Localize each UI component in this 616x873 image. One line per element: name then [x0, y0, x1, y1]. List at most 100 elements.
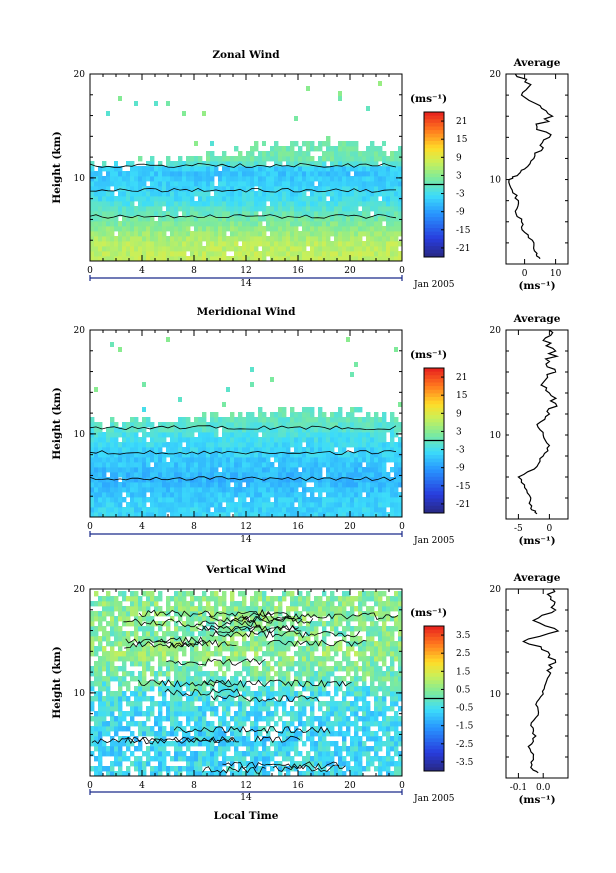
average-line	[508, 73, 554, 260]
average-profile: Average 10 20 -0.1 0.0(ms⁻¹)	[490, 572, 569, 806]
colorbar-tick-label: -1.5	[456, 722, 474, 732]
average-y-tick-label: 10	[490, 690, 502, 700]
day-axis: 14 Jan 2005	[89, 789, 455, 804]
x-tick-label: 0	[87, 781, 93, 791]
y-axis-label: Height (km)	[51, 646, 63, 718]
x-tick-label: 20	[344, 522, 356, 532]
average-x-tick-label: -0.1	[510, 783, 527, 793]
colorbar-unit: (ms⁻¹)	[410, 607, 447, 619]
colorbar-tick-label: -15	[456, 482, 471, 492]
panel-title: Zonal Wind	[212, 49, 280, 61]
x-tick-label: 20	[344, 781, 356, 791]
day-axis: 14 Jan 2005	[89, 531, 455, 546]
x-tick-label: 8	[191, 522, 197, 532]
colorbar-tick-label: -2.5	[456, 740, 474, 750]
average-x-tick-label: 0	[547, 524, 553, 534]
average-title: Average	[513, 313, 561, 325]
y-tick-label: 10	[74, 430, 86, 440]
average-x-tick-label: 0.0	[536, 783, 551, 793]
average-title: Average	[513, 57, 561, 69]
y-tick-label: 20	[74, 585, 86, 595]
x-tick-label: 8	[191, 781, 197, 791]
colorbar-tick-label: 15	[456, 135, 468, 145]
x-tick-label: 4	[139, 266, 145, 276]
colorbar-tick-label: 0.5	[456, 685, 471, 695]
x-tick-label: 0	[87, 522, 93, 532]
contour-lines	[89, 163, 397, 219]
x-axis: 0 4 8 12 16 20 0	[87, 74, 405, 276]
colorbar: (ms⁻¹) 21 15 9 3 -3 -9 -15 -21	[410, 349, 471, 514]
average-y-tick-label: 20	[490, 326, 502, 336]
x-tick-label: 12	[240, 266, 251, 276]
colorbar-tick-label: -9	[456, 208, 465, 218]
day-label: 14	[240, 535, 252, 545]
colorbar-tick-label: 9	[456, 409, 462, 419]
average-x-tick-label: 10	[550, 269, 562, 279]
y-axis: 10 20 Height (km)	[51, 70, 402, 262]
panel-title: Vertical Wind	[205, 564, 286, 576]
x-tick-label: 0	[87, 266, 93, 276]
x-tick-label: 20	[344, 266, 356, 276]
average-x-label: (ms⁻¹)	[518, 535, 555, 547]
colorbar-tick-label: 21	[456, 373, 467, 383]
x-tick-label: 16	[292, 522, 304, 532]
x-axis: 0 4 8 12 16 20 0	[87, 589, 405, 791]
colorbar: (ms⁻¹) 21 15 9 3 -3 -9 -15 -21	[410, 93, 471, 258]
average-line	[522, 588, 560, 774]
heatmap-field	[90, 81, 403, 262]
average-line	[517, 329, 560, 515]
colorbar-tick-label: -9	[456, 464, 465, 474]
x-tick-label: 0	[399, 781, 405, 791]
day-axis: 14 Jan 2005	[89, 275, 455, 290]
date-label: Jan 2005	[413, 536, 455, 546]
date-label: Jan 2005	[413, 794, 455, 804]
colorbar-tick-label: 3	[456, 171, 462, 181]
colorbar-tick-label: 15	[456, 391, 468, 401]
average-y-tick-label: 20	[490, 70, 502, 80]
colorbar-tick-label: 9	[456, 153, 462, 163]
average-x-label: (ms⁻¹)	[518, 794, 555, 806]
y-axis: 10 20 Height (km)	[51, 585, 402, 777]
panel-1: Zonal Wind 10 20 Height (km) 0 4 8 12 16 20 0 14 Jan…	[51, 49, 569, 292]
y-tick-label: 10	[74, 689, 86, 699]
average-x-label: (ms⁻¹)	[518, 280, 555, 292]
colorbar-tick-label: 3.5	[456, 631, 471, 641]
average-frame	[505, 73, 569, 265]
x-axis-label: Local Time	[214, 810, 279, 822]
average-y-tick-label: 10	[490, 176, 502, 186]
heatmap-field	[90, 591, 403, 777]
average-x-tick-label: -5	[514, 524, 523, 534]
y-tick-label: 20	[74, 326, 86, 336]
colorbar-tick-label: -21	[456, 500, 471, 510]
x-axis: 0 4 8 12 16 20 0	[87, 330, 405, 532]
colorbar-tick-label: 1.5	[456, 667, 471, 677]
average-profile: Average 10 20 -5 0(ms⁻¹)	[490, 313, 569, 547]
colorbar-unit: (ms⁻¹)	[410, 349, 447, 361]
average-frame	[505, 329, 569, 520]
colorbar-tick-label: -0.5	[456, 704, 474, 714]
x-tick-label: 0	[399, 522, 405, 532]
average-title: Average	[513, 572, 561, 584]
colorbar-tick-label: 3	[456, 427, 462, 437]
y-tick-label: 20	[74, 70, 86, 80]
x-tick-label: 4	[139, 522, 145, 532]
colorbar: (ms⁻¹) 3.5 2.5 1.5 0.5 -0.5 -1.5 -2.5 -3.5	[410, 607, 474, 772]
contour-lines	[91, 608, 399, 774]
y-axis-label: Height (km)	[51, 387, 63, 459]
contour-lines	[89, 425, 397, 481]
colorbar-tick-label: 2.5	[456, 649, 471, 659]
average-y-tick-label: 20	[490, 585, 502, 595]
x-tick-label: 4	[139, 781, 145, 791]
colorbar-tick-label: -15	[456, 226, 471, 236]
x-tick-label: 12	[240, 781, 251, 791]
date-label: Jan 2005	[413, 280, 455, 290]
average-y-tick-label: 10	[490, 431, 502, 441]
day-label: 14	[240, 279, 252, 289]
colorbar-tick-label: -3.5	[456, 758, 474, 768]
y-axis-label: Height (km)	[51, 131, 63, 203]
heatmap-field	[90, 337, 403, 518]
x-tick-label: 8	[191, 266, 197, 276]
